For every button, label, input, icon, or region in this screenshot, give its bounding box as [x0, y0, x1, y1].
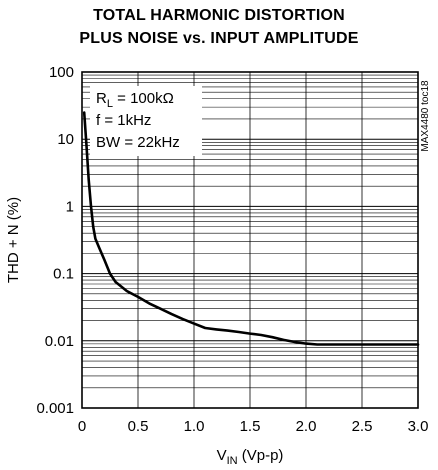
x-label-sub: IN: [227, 455, 238, 467]
annotation-box: RL = 100kΩ f = 1kHz BW = 22kHz: [90, 86, 202, 156]
x-tick-label: 2.5: [352, 418, 373, 435]
y-tick-labels: 0.001 0.01 0.1 1 10 100: [36, 64, 74, 417]
annotation-main: BW = 22kHz: [96, 134, 180, 151]
x-label-main: V: [217, 447, 227, 464]
annotation-main: f = 1kHz: [96, 112, 151, 129]
annotation-line: f = 1kHz: [96, 112, 151, 129]
y-tick-label: 10: [57, 131, 74, 148]
x-tick-label: 2.0: [296, 418, 317, 435]
x-tick-label: 1.5: [240, 418, 261, 435]
x-axis-label: VIN (Vp-p): [217, 447, 284, 467]
annotation-sub: L: [107, 98, 113, 110]
y-tick-label: 1: [66, 198, 74, 215]
annotation-line: BW = 22kHz: [96, 134, 180, 151]
x-tick-label: 1.0: [184, 418, 205, 435]
x-tick-labels: 0 0.5 1.0 1.5 2.0 2.5 3.0: [78, 418, 429, 435]
part-number-label: MAX4480 toc18: [420, 80, 431, 152]
chart-title-line-1: TOTAL HARMONIC DISTORTION: [93, 7, 345, 24]
y-tick-label: 0.1: [53, 266, 74, 283]
x-tick-label: 0: [78, 418, 86, 435]
thd-curve: [82, 111, 420, 346]
y-axis-label: THD + N (%): [5, 197, 22, 283]
y-tick-label: 100: [49, 64, 74, 81]
plot-frame: [81, 71, 419, 409]
annotation-rest: = 100kΩ: [113, 90, 174, 107]
y-tick-label: 0.001: [36, 400, 74, 417]
x-label-unit: (Vp-p): [238, 447, 284, 464]
annotation-main: R: [96, 90, 107, 107]
grid: [82, 72, 418, 408]
annotation-line: RL = 100kΩ: [96, 90, 174, 110]
annotation-background: [90, 86, 202, 156]
x-tick-label: 0.5: [128, 418, 149, 435]
chart-title-line-2: PLUS NOISE vs. INPUT AMPLITUDE: [79, 30, 359, 47]
y-tick-label: 0.01: [45, 333, 74, 350]
x-tick-label: 3.0: [408, 418, 429, 435]
